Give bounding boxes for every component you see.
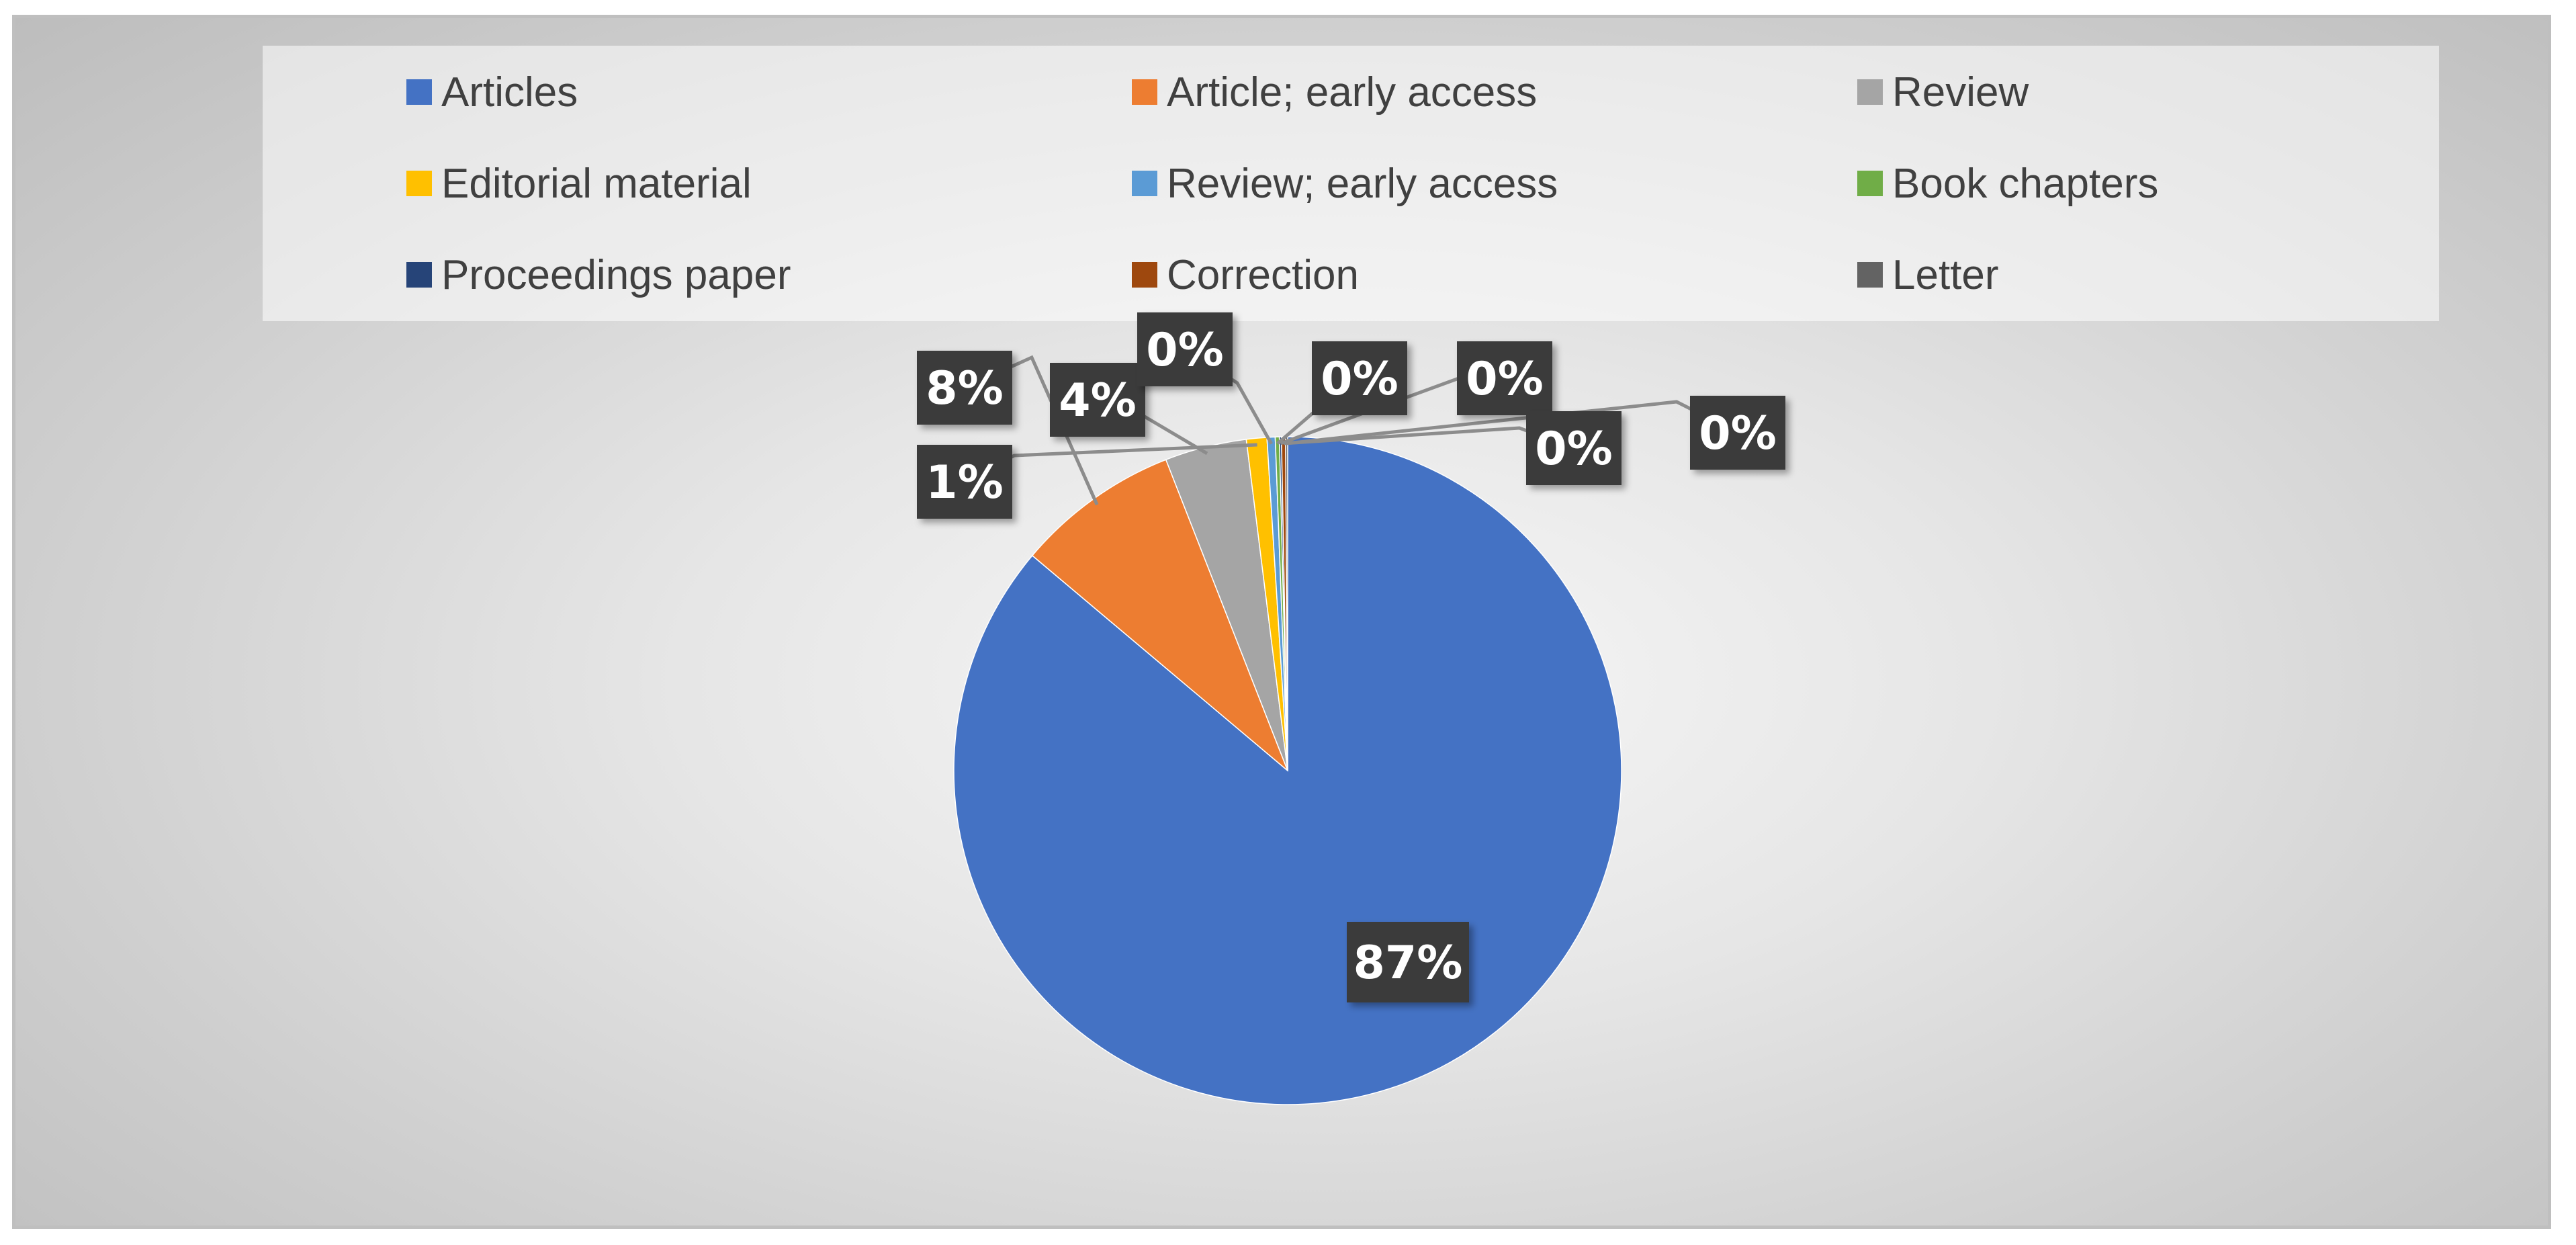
legend-label-letter: Letter (1892, 251, 1999, 298)
data-label-text: 0% (1699, 407, 1776, 460)
legend-swatch-proceedings-paper (406, 262, 432, 288)
legend-swatch-review-early-access (1132, 171, 1157, 196)
legend-label-review: Review (1892, 69, 2029, 116)
data-label-text: 4% (1059, 374, 1136, 427)
legend-item-review-early-access: Review; early access (1132, 153, 1558, 214)
data-label: 0% (1690, 396, 1785, 470)
data-label-text: 0% (1146, 324, 1223, 377)
data-label-box (917, 351, 1012, 425)
data-labels: 87% 8% 4% 1% 0% 0% 0% 0% 0% (917, 312, 1785, 1002)
data-label-box (1050, 363, 1145, 437)
data-label-text: 0% (1535, 423, 1612, 476)
data-label: 0% (1137, 312, 1233, 386)
legend-item-editorial-material: Editorial material (406, 153, 752, 214)
data-label-text: 8% (926, 362, 1003, 415)
data-label-box (1312, 341, 1407, 415)
data-label-text: 87% (1353, 937, 1463, 990)
legend: Articles Article; early access Review Ed… (263, 46, 2439, 321)
legend-swatch-letter (1857, 262, 1883, 288)
legend-item-articles: Articles (406, 62, 578, 122)
legend-swatch-review (1857, 79, 1883, 105)
data-label: 4% (1050, 363, 1145, 437)
data-label-box (1137, 312, 1233, 386)
legend-item-review: Review (1857, 62, 2029, 122)
legend-label-proceedings-paper: Proceedings paper (441, 251, 791, 298)
data-label-box (1690, 396, 1785, 470)
legend-item-article-early-access: Article; early access (1132, 62, 1537, 122)
data-label-box (1457, 341, 1552, 415)
legend-swatch-correction (1132, 262, 1157, 288)
legend-item-correction: Correction (1132, 245, 1359, 305)
data-label-text: 0% (1321, 353, 1398, 406)
legend-label-article-early-access: Article; early access (1167, 69, 1538, 116)
legend-item-proceedings-paper: Proceedings paper (406, 245, 791, 305)
data-label-text: 1% (926, 456, 1003, 509)
data-label: 8% (917, 351, 1012, 425)
legend-label-review-early-access: Review; early access (1167, 160, 1558, 207)
data-label: 87% (1347, 922, 1469, 1002)
data-label: 0% (1526, 411, 1622, 485)
legend-swatch-article-early-access (1132, 79, 1157, 105)
legend-swatch-articles (406, 79, 432, 105)
legend-label-editorial-material: Editorial material (441, 160, 752, 207)
legend-item-letter: Letter (1857, 245, 1999, 305)
data-label: 1% (917, 445, 1012, 519)
data-label: 0% (1312, 341, 1407, 415)
legend-swatch-editorial-material (406, 171, 432, 196)
data-label-text: 0% (1466, 353, 1543, 406)
legend-item-book-chapters: Book chapters (1857, 153, 2158, 214)
data-label-box (917, 445, 1012, 519)
data-label-box (1526, 411, 1622, 485)
data-label: 0% (1457, 341, 1552, 415)
legend-label-articles: Articles (441, 69, 578, 116)
legend-label-book-chapters: Book chapters (1892, 160, 2159, 207)
data-label-box (1347, 922, 1469, 1002)
legend-swatch-book-chapters (1857, 171, 1883, 196)
pie-slices (953, 436, 1622, 1105)
legend-label-correction: Correction (1167, 251, 1359, 298)
